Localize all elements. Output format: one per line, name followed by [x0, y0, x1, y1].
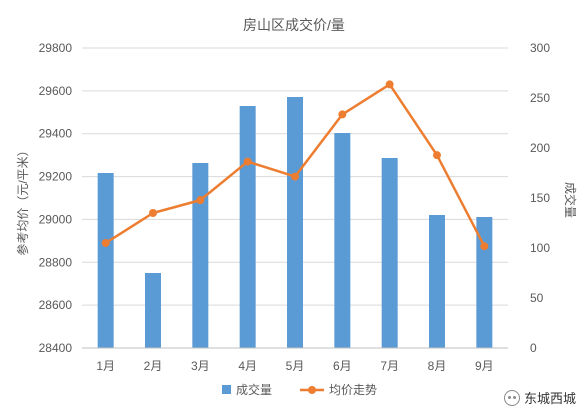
line-point [385, 80, 394, 89]
line-point [101, 239, 110, 247]
y-right-tick-label: 300 [530, 41, 550, 55]
watermark: 东城西城 [503, 388, 576, 407]
bar [334, 133, 351, 348]
y-left-tick-label: 29000 [39, 212, 73, 226]
x-tick-label: 1月 [96, 359, 115, 373]
line-series [101, 80, 489, 251]
line-point [243, 157, 252, 166]
y-left-tick-label: 28800 [39, 255, 73, 269]
line-point [149, 209, 157, 217]
y-left-tick-label: 29600 [39, 84, 73, 98]
bar [381, 158, 398, 348]
legend-label-line: 均价走势 [329, 383, 377, 397]
bar [287, 97, 303, 348]
x-tick-label: 8月 [428, 359, 447, 373]
y-right-tick-label: 100 [530, 241, 550, 255]
y-right-tick-label: 250 [530, 91, 550, 105]
bar [476, 217, 493, 348]
y-left-tick-label: 28600 [39, 298, 73, 312]
x-tick-label: 3月 [191, 359, 210, 373]
legend-label-bar: 成交量 [236, 382, 272, 397]
legend-marker-line [308, 386, 316, 394]
bar [97, 173, 114, 348]
y-right-tick-label: 0 [530, 341, 537, 355]
wechat-icon [503, 389, 520, 406]
line-point [291, 172, 299, 181]
legend: 成交量 均价走势 [222, 382, 377, 397]
line-point [196, 196, 205, 205]
bar [429, 215, 445, 348]
axes: 28400 28600 28800 29000 29200 29400 29600 29800… [39, 41, 551, 373]
bar [145, 273, 161, 348]
line-point [433, 151, 441, 160]
x-tick-label: 5月 [286, 359, 305, 373]
bar-series [97, 97, 493, 348]
x-tick-label: 7月 [380, 359, 399, 373]
x-tick-label: 6月 [333, 359, 352, 373]
y-axis-right-label: 成交量 [563, 182, 578, 218]
watermark-text: 东城西城 [523, 391, 576, 406]
x-tick-label: 4月 [238, 359, 257, 373]
bar [239, 106, 256, 348]
x-tick-label: 9月 [475, 359, 494, 373]
y-right-tick-label: 50 [530, 291, 544, 305]
y-left-tick-label: 29200 [39, 170, 73, 184]
y-right-tick-label: 150 [530, 191, 550, 205]
y-left-tick-label: 29400 [39, 127, 73, 141]
x-tick-label: 2月 [144, 359, 163, 373]
y-left-tick-label: 28400 [39, 341, 73, 355]
legend-swatch-bar [222, 385, 231, 394]
bar [192, 163, 209, 348]
y-right-tick-label: 200 [530, 141, 550, 155]
line-point [338, 110, 347, 119]
chart-title: 房山区成交价/量 [243, 17, 345, 33]
y-axis-left-label: 参考均价（元/平米） [15, 144, 30, 255]
y-left-tick-label: 29800 [39, 41, 73, 55]
line-point [480, 242, 489, 251]
